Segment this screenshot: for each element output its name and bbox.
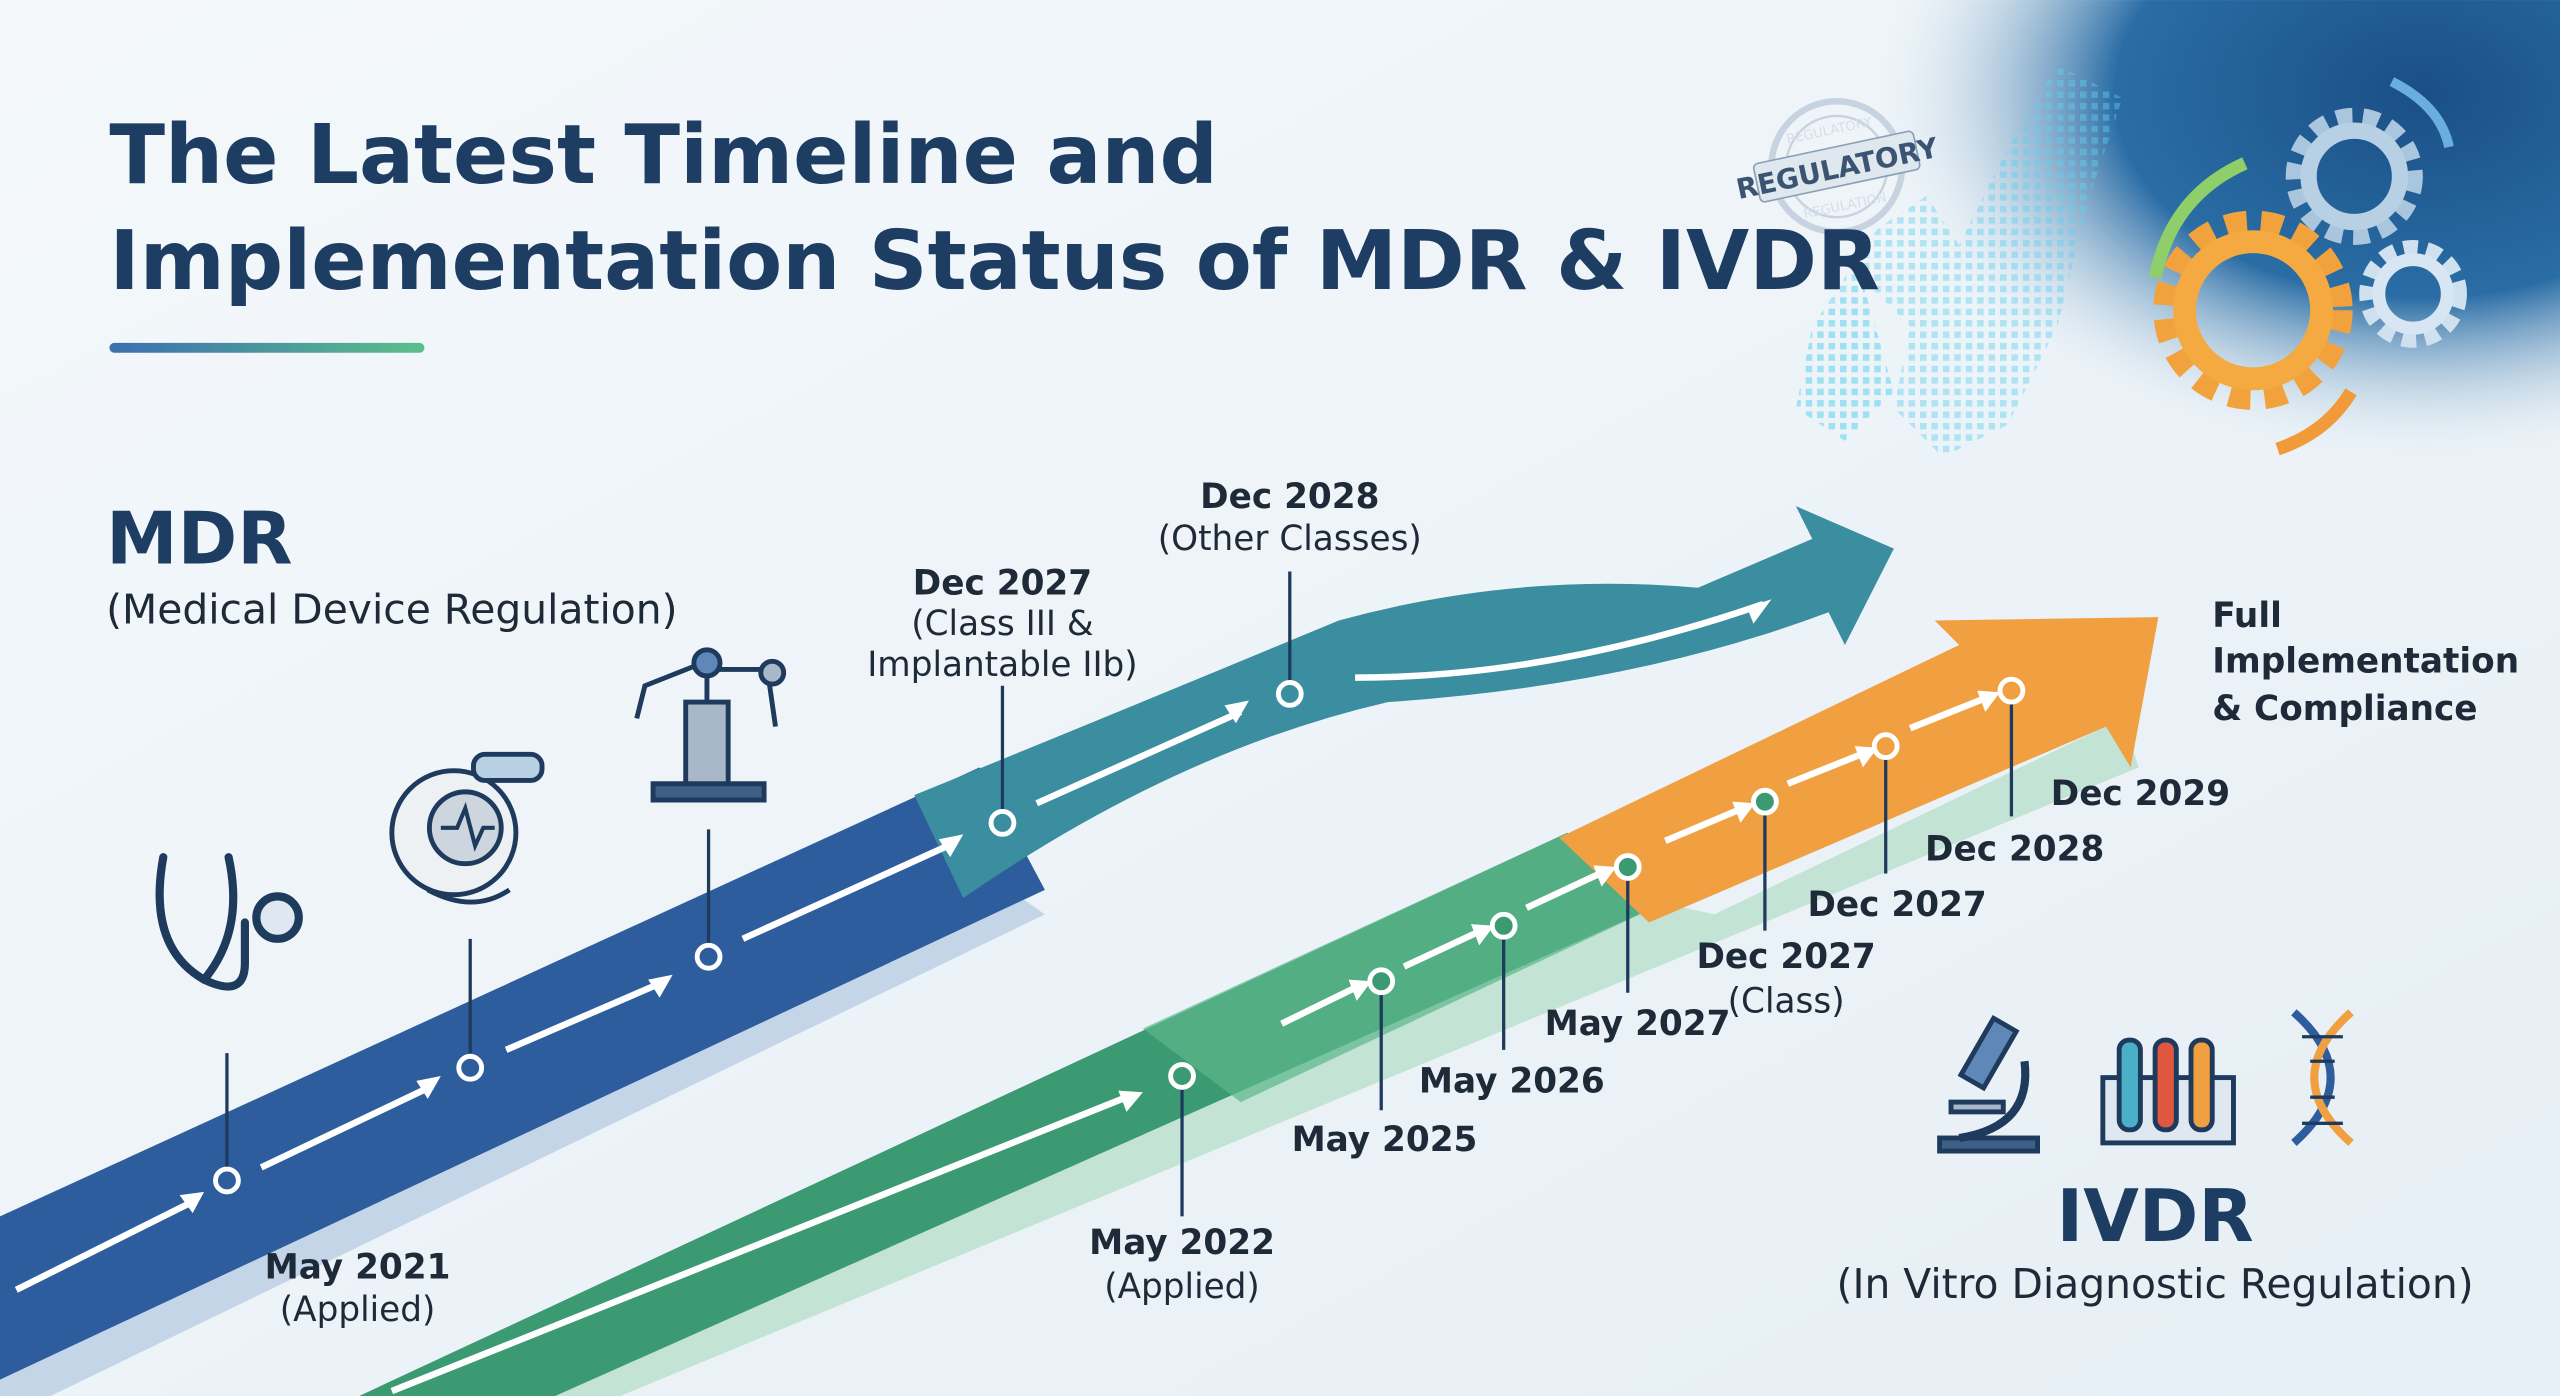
ivdr-milestone-date: Dec 2029 [2051,774,2230,814]
pacemaker-icon [389,751,545,905]
mdr-milestone-date: Dec 2027 [913,563,1092,603]
milestone-marker[interactable] [1997,676,2026,705]
dna-icon [2291,1009,2354,1146]
milestone-marker[interactable] [1489,911,1518,940]
test-tubes-icon [2100,1037,2236,1146]
page-title-line1: The Latest Timeline and [109,108,1218,203]
ivdr-milestone-date: Dec 2028 [1925,829,2104,869]
page-title-line2: Implementation Status of MDR & IVDR [109,214,1879,309]
mdr-milestone-note: (Other Classes) [1158,519,1422,559]
milestone-marker[interactable] [1871,732,1900,761]
ivdr-milestone-date: Dec 2027 [1696,937,1875,977]
microscope-icon [1937,1014,2040,1154]
title-underline [109,342,425,353]
mdr-timeline-arrow [0,506,1894,1396]
ivdr-milestone-date: May 2026 [1419,1061,1605,1101]
europe-map-background [1632,0,2560,621]
ivdr-subtitle: (In Vitro Diagnostic Regulation) [1837,1260,2474,1308]
milestone-marker[interactable] [1168,1062,1196,1090]
mdr-milestone-note: (Applied) [280,1290,436,1330]
mdr-milestone-note: (Class III & [911,604,1093,644]
milestone-marker[interactable] [1751,787,1779,816]
ivdr-milestone-date: May 2027 [1545,1004,1731,1044]
mdr-milestones [225,571,1292,1168]
milestone-marker[interactable] [1613,853,1642,881]
gears-icon [2148,77,2467,456]
goal-line1: Full [2212,596,2282,636]
milestone-marker[interactable] [456,1053,485,1082]
ivdr-heading: IVDR [2056,1174,2253,1258]
mdr-heading: MDR [106,496,292,580]
mdr-subtitle: (Medical Device Regulation) [106,586,677,634]
goal-line2: Implementation [2212,642,2519,682]
milestone-marker[interactable] [988,809,1017,837]
mdr-milestone-date: May 2021 [265,1247,451,1287]
mdr-milestone-date: Dec 2028 [1200,477,1379,517]
robotic-arm-icon [634,647,787,803]
milestone-marker[interactable] [1275,680,1304,708]
ivdr-milestone-date: May 2022 [1089,1223,1275,1263]
stethoscope-icon [155,853,303,991]
ivdr-milestone-note: (Class) [1728,981,1845,1021]
milestone-marker[interactable] [694,942,723,971]
ivdr-milestone-note: (Applied) [1104,1267,1260,1307]
mdr-milestone-note: Implantable IIb) [867,645,1137,685]
goal-line3: & Compliance [2212,689,2477,729]
milestone-marker[interactable] [1367,967,1396,996]
ivdr-milestone-date: Dec 2027 [1807,885,1986,925]
milestone-marker[interactable] [213,1166,241,1195]
ivdr-milestone-date: May 2025 [1292,1120,1478,1160]
